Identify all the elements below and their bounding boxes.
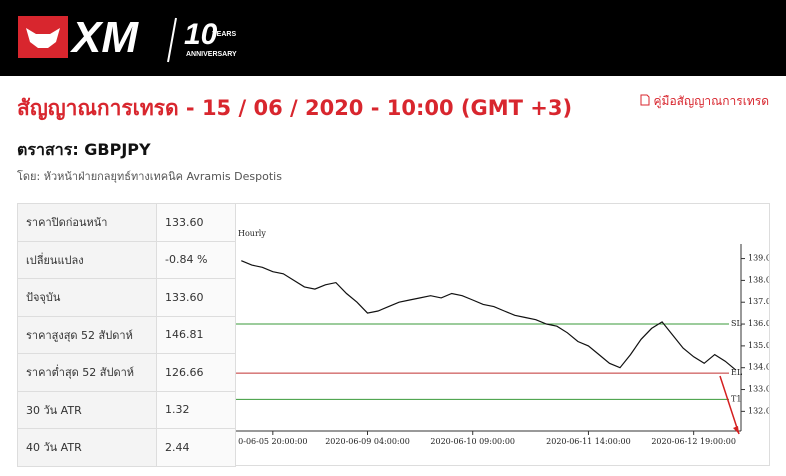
chart: Hourly 132.00 133.00 134.00 135.00 136.00 137… bbox=[235, 203, 770, 466]
y-tick-label: 134.00 bbox=[748, 363, 770, 372]
level-label: T1 bbox=[731, 394, 741, 403]
y-tick-label: 133.00 bbox=[748, 385, 770, 394]
guide-link[interactable]: คู่มือสัญญาณการเทรด bbox=[640, 92, 769, 111]
logo: XM 10 YEARS ANNIVERSARY bbox=[18, 13, 237, 63]
logo-text: XM bbox=[69, 13, 139, 62]
level-label: SL bbox=[731, 319, 742, 328]
table-row: ราคาปิดก่อนหน้า 133.60 bbox=[17, 203, 236, 242]
badge-sub: YEARS bbox=[212, 31, 236, 38]
stat-value: 2.44 bbox=[156, 428, 236, 467]
y-tick-label: 139.00 bbox=[748, 254, 770, 263]
table-row: ปัจจุบัน 133.60 bbox=[17, 278, 236, 317]
stat-value: 133.60 bbox=[156, 278, 236, 317]
stat-label: 30 วัน ATR bbox=[17, 390, 157, 429]
level-label: EL bbox=[731, 368, 743, 377]
stat-value: -0.84 % bbox=[156, 240, 236, 279]
forecast-arrowhead bbox=[733, 426, 739, 434]
x-tick-label: 2020-06-09 04:00:00 bbox=[325, 437, 410, 446]
guide-link-text[interactable]: คู่มือสัญญาณการเทรด bbox=[653, 94, 770, 108]
instrument: ตราสาร: GBPJPY bbox=[17, 140, 151, 159]
divider bbox=[167, 17, 177, 63]
stats-table: ราคาปิดก่อนหน้า 133.60 เปลี่ยนแปลง -0.84 % ป… bbox=[17, 203, 236, 467]
stat-label: ปัจจุบัน bbox=[17, 278, 157, 317]
x-tick-label: 2020-06-11 14:00:00 bbox=[546, 437, 631, 446]
stat-label: ราคาต่ำสุด 52 สัปดาห์ bbox=[17, 353, 157, 392]
forecast-arrow bbox=[719, 375, 740, 435]
table-row: 40 วัน ATR 2.44 bbox=[17, 428, 236, 467]
stat-value: 146.81 bbox=[156, 315, 236, 354]
x-tick-label: 2020-06-10 09:00:00 bbox=[430, 437, 515, 446]
stat-label: ราคาสูงสุด 52 สัปดาห์ bbox=[17, 315, 157, 354]
badge-text: ANNIVERSARY bbox=[186, 51, 237, 58]
stat-label: เปลี่ยนแปลง bbox=[17, 240, 157, 279]
y-tick-label: 137.00 bbox=[748, 297, 770, 306]
badge-number: 10 bbox=[184, 18, 218, 51]
pdf-icon bbox=[640, 94, 650, 106]
table-row: เปลี่ยนแปลง -0.84 % bbox=[17, 240, 236, 279]
x-tick-label: 0-06-05 20:00:00 bbox=[238, 437, 307, 446]
stat-label: ราคาปิดก่อนหน้า bbox=[17, 203, 157, 242]
price-line bbox=[241, 260, 737, 371]
bull-icon bbox=[26, 28, 60, 48]
y-tick-label: 135.00 bbox=[748, 341, 770, 350]
stat-value: 1.32 bbox=[156, 390, 236, 429]
table-row: ราคาต่ำสุด 52 สัปดาห์ 126.66 bbox=[17, 353, 236, 392]
chart-title: Hourly bbox=[238, 229, 266, 238]
stat-value: 126.66 bbox=[156, 353, 236, 392]
x-tick-label: 2020-06-12 19:00:00 bbox=[651, 437, 736, 446]
stat-value: 133.60 bbox=[156, 203, 236, 242]
table-row: 30 วัน ATR 1.32 bbox=[17, 390, 236, 429]
table-row: ราคาสูงสุด 52 สัปดาห์ 146.81 bbox=[17, 315, 236, 354]
author: โดย: หัวหน้าฝ่ายกลยุทธ์ทางเทคนิค Avramis… bbox=[17, 170, 282, 183]
y-tick-label: 136.00 bbox=[748, 319, 770, 328]
stat-label: 40 วัน ATR bbox=[17, 428, 157, 467]
page-title: สัญญาณการเทรด - 15 / 06 / 2020 - 10:00 (… bbox=[17, 96, 573, 120]
y-tick-label: 132.00 bbox=[748, 406, 770, 415]
header: XM 10 YEARS ANNIVERSARY bbox=[0, 0, 786, 76]
y-tick-label: 138.00 bbox=[748, 275, 770, 284]
